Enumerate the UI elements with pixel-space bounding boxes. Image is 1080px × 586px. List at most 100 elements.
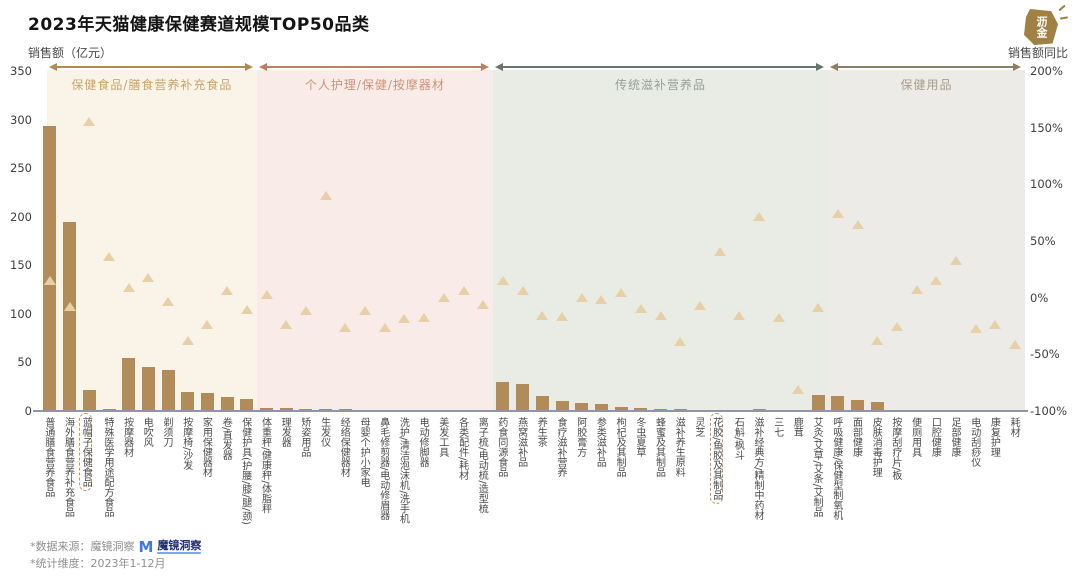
x-axis-category-label: 康复护理 [988, 417, 1000, 457]
section-range-arrow-2 [258, 63, 490, 72]
yoy-triangle-marker [969, 324, 982, 334]
right-axis-tick: -100% [1030, 404, 1068, 418]
left-axis-tick: 300 [10, 112, 32, 127]
yoy-triangle-marker [181, 335, 194, 345]
yoy-triangle-marker [221, 285, 234, 295]
yoy-triangle-marker [299, 306, 312, 316]
x-axis-category-label: 理发器 [279, 417, 291, 447]
x-axis-category-label: 按摩器材 [121, 417, 133, 457]
yoy-triangle-marker [437, 292, 450, 302]
yoy-triangle-marker [575, 292, 588, 302]
x-axis-category-label: 离子梳/电动梳/造型梳 [476, 417, 488, 514]
yoy-triangle-marker [43, 275, 56, 285]
sales-bar [200, 392, 214, 411]
sales-bar [614, 406, 628, 411]
right-axis-title: 销售额同比 [1008, 46, 1069, 60]
yoy-triangle-marker [930, 275, 943, 285]
section-bg-3 [493, 70, 828, 411]
section-label-3: 传统滋补营养品 [615, 78, 707, 92]
x-axis-category-label: 耗材 [1008, 417, 1020, 437]
moojing-logo-icon: M [138, 537, 154, 556]
yoy-triangle-marker [378, 323, 391, 333]
sales-bar [575, 403, 589, 411]
x-axis-category-label: 母婴个护小家电 [358, 417, 370, 487]
sales-bar [870, 402, 884, 411]
section-label-1: 保健食品/膳食营养补充食品 [71, 78, 233, 92]
yoy-triangle-marker [950, 256, 962, 266]
yoy-triangle-marker [693, 300, 706, 310]
yoy-triangle-marker [339, 323, 352, 333]
sales-bar [299, 408, 313, 411]
yoy-triangle-marker [556, 311, 568, 321]
sales-bar [240, 399, 254, 411]
x-axis-category-label: 呼吸健康/保健型制氧机 [830, 417, 842, 521]
yoy-triangle-marker [634, 304, 647, 313]
sales-bar [82, 389, 96, 411]
right-axis-tick: -50% [1030, 347, 1060, 362]
yoy-triangle-marker [989, 319, 1002, 329]
section-range-arrow-3 [495, 63, 824, 72]
yoy-triangle-marker [359, 306, 372, 316]
yoy-triangle-marker [280, 319, 293, 329]
sales-bar [43, 126, 57, 411]
right-axis-tick: 0% [1030, 290, 1049, 305]
section-label-4: 保健用品 [900, 78, 953, 92]
liijin-brand-logo: 沥金 [1022, 4, 1069, 47]
x-axis-category-label: 按摩刮疗片/板 [889, 417, 901, 481]
footnotes: *数据来源：魔镜洞察 M 魔镜洞察 *统计维度：2023年1-12月 [30, 537, 202, 572]
yoy-triangle-marker [733, 310, 746, 320]
spark-icon [1058, 4, 1066, 12]
x-axis-category-label: 三七 [771, 417, 783, 437]
yoy-triangle-marker [851, 220, 864, 230]
yoy-triangle-marker [103, 251, 115, 261]
yoy-triangle-marker [457, 285, 470, 295]
sales-bar [831, 395, 845, 411]
yoy-triangle-marker [201, 319, 214, 329]
right-axis-tick: 50% [1030, 234, 1056, 248]
left-axis-tick: 350 [10, 64, 32, 78]
right-axis-tick: 150% [1030, 120, 1063, 135]
x-axis-category-label: 面部健康 [850, 417, 862, 457]
yoy-triangle-marker [122, 282, 135, 292]
x-axis-category-label: 阿胶膏方 [574, 417, 586, 457]
sales-bar [220, 397, 234, 411]
x-axis-category-label: 灵芝 [692, 417, 704, 437]
left-axis-tick: 100 [10, 306, 32, 321]
sales-bar [161, 370, 175, 411]
yoy-triangle-marker [477, 299, 490, 309]
yoy-triangle-marker [772, 313, 785, 323]
right-axis-tick: 200% [1030, 64, 1063, 78]
sales-bar [594, 403, 608, 411]
yoy-triangle-marker [516, 285, 529, 295]
yoy-triangle-marker [536, 310, 549, 320]
left-axis-tick: 0 [24, 404, 32, 418]
yoy-triangle-marker [910, 284, 923, 294]
section-bg-2 [256, 70, 494, 411]
x-axis-category-label: 海外膳食营养补充食品 [62, 417, 74, 517]
x-axis-category-label: 家用保健器材 [200, 417, 212, 477]
yoy-triangle-marker [674, 336, 687, 346]
section-range-arrow-1 [49, 63, 253, 72]
yoy-triangle-marker [83, 117, 96, 126]
x-axis-category-label: 电动刮痧仪 [968, 417, 980, 467]
x-axis-category-label: 各类配件/耗材 [456, 417, 468, 481]
moojing-logo-text: 魔镜洞察 [157, 538, 202, 554]
x-axis-category-label: 艾灸/艾草/艾条/艾制品 [811, 417, 823, 518]
left-axis-tick: 150 [10, 258, 32, 273]
left-axis-tick: 50 [17, 355, 32, 370]
yoy-triangle-marker [654, 310, 667, 320]
x-axis-category-label: 石斛/枫斗 [732, 417, 744, 461]
yoy-triangle-marker [398, 314, 411, 324]
x-axis-category-label: 养生茶 [535, 417, 547, 447]
x-axis-category-label: 洗护/清洁泡沫机/洗手机 [397, 417, 409, 524]
x-axis-category-label: 滋补经典方/精制中药材 [752, 417, 763, 521]
liijin-logo-text: 沥金 [1035, 16, 1048, 38]
yoy-triangle-marker [162, 297, 174, 307]
yoy-triangle-marker [319, 190, 332, 200]
x-axis-category-label: 口腔健康 [929, 417, 941, 457]
x-axis-category-label: 皮肤消毒护理 [870, 417, 882, 477]
x-axis-category-label: 卷/直发器 [220, 417, 232, 461]
yoy-triangle-marker [753, 212, 765, 222]
x-axis-category-label: 枸杞及其制品 [614, 417, 626, 477]
sales-bar [535, 396, 549, 411]
